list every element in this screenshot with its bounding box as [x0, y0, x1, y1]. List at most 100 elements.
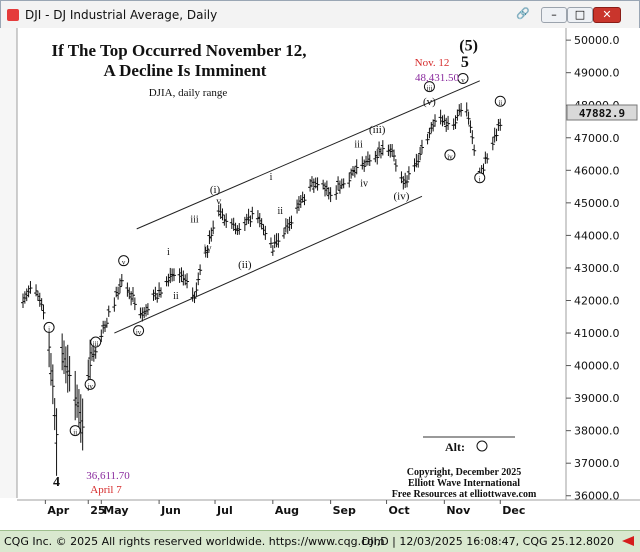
price-bar: [28, 281, 33, 294]
close-button[interactable]: ✕: [593, 7, 621, 23]
price-bar: [88, 339, 93, 387]
link-icon: 🔗: [516, 7, 530, 20]
channel-line-upper: [136, 80, 480, 230]
price-bars: [21, 102, 503, 476]
wave-label: (5): [459, 38, 478, 55]
price-bar: [498, 118, 503, 131]
price-bar: [80, 398, 85, 451]
low-value-label: 36,611.70: [86, 470, 130, 482]
link-button[interactable]: 🔗: [512, 7, 534, 23]
price-bar: [446, 115, 451, 130]
price-bar: [158, 287, 163, 298]
price-bar: [419, 139, 424, 154]
price-bar: [470, 130, 475, 145]
price-bar: [41, 304, 46, 320]
price-bar: [425, 133, 430, 145]
price-bar: [259, 218, 264, 230]
copyright-status: CQG Inc. © 2025 All rights reserved worl…: [4, 535, 385, 548]
close-icon: ✕: [602, 8, 612, 21]
price-bar: [67, 356, 72, 392]
y-tick-label: 43000.0: [574, 262, 620, 275]
minimize-button[interactable]: –: [541, 7, 567, 23]
left-gutter: [0, 28, 17, 498]
price-bar: [367, 154, 372, 166]
wave-label: ii: [498, 99, 502, 107]
price-bar: [116, 286, 121, 300]
wave-label: iv: [204, 244, 212, 255]
wave-label: iii: [93, 340, 99, 348]
y-tick-label: 50000.0: [574, 34, 620, 47]
wave-label-circle: [423, 81, 435, 93]
chart-subtitle: DJIA, daily range: [149, 87, 228, 99]
wave-label: (iv): [394, 191, 410, 203]
price-bar: [347, 172, 352, 188]
wave-label: ii: [73, 429, 77, 437]
wave-label: v: [216, 196, 221, 207]
price-bar: [224, 213, 229, 228]
price-bar: [192, 292, 197, 304]
trend-channel: [114, 80, 480, 334]
price-bar: [99, 329, 104, 343]
wave-label: v: [122, 259, 126, 267]
price-bar: [250, 206, 255, 220]
price-bar: [270, 245, 275, 256]
copyright-line-1: Copyright, December 2025: [407, 467, 522, 478]
price-bar: [494, 128, 499, 142]
price-bar: [248, 215, 253, 227]
price-bar: [392, 149, 397, 162]
title-bar[interactable]: DJI - DJ Industrial Average, Daily 🔗 – □…: [1, 1, 639, 30]
chart-title-line-1: If The Top Occurred November 12,: [51, 41, 306, 60]
wave-label-circle: [444, 149, 456, 161]
price-bar: [112, 297, 117, 312]
price-bar: [466, 111, 471, 125]
price-bar: [39, 298, 44, 311]
maximize-button[interactable]: □: [567, 7, 593, 23]
arrow-left-icon[interactable]: [622, 536, 634, 546]
price-bar: [481, 163, 486, 176]
y-tick-label: 41000.0: [574, 327, 620, 340]
wave-label: (i): [210, 184, 221, 196]
price-bar: [119, 273, 124, 287]
wave-labels: 4(5)5iiiiiiivviviiiiiiivv(i)(ii)iiiiiiiv…: [43, 38, 506, 490]
y-tick-label: 37000.0: [574, 457, 620, 470]
price-bar: [416, 154, 421, 168]
wave-label: v: [461, 76, 465, 84]
wave-label: iii: [427, 85, 433, 93]
wave-label: (ii): [238, 259, 252, 271]
wave-label-circle: [474, 172, 486, 184]
maximize-icon: □: [574, 8, 586, 21]
wave-label-circle: [133, 325, 145, 337]
x-tick-label: Sep: [333, 504, 356, 517]
price-bar: [106, 305, 111, 317]
x-tick-label: Dec: [502, 504, 525, 517]
price-bar: [205, 245, 210, 258]
x-tick-label: Nov: [446, 504, 471, 517]
alt-wave-circle: [476, 440, 488, 452]
wave-label: 5: [461, 54, 469, 71]
price-bar: [468, 120, 473, 134]
price-bar: [268, 237, 273, 248]
price-bar: [393, 159, 398, 172]
price-bar: [490, 136, 495, 151]
price-bar: [375, 149, 380, 165]
wave-label: iv: [136, 329, 142, 337]
wave-label: (v): [423, 96, 436, 108]
price-bar: [405, 175, 410, 188]
y-tick-label: 38000.0: [574, 425, 620, 438]
wave-label-circle: [494, 95, 506, 107]
price-bar: [185, 273, 190, 289]
chart-title-line-2: A Decline Is Imminent: [104, 61, 267, 80]
wave-label-circle: [43, 321, 55, 333]
price-bar: [104, 317, 109, 328]
price-bar: [54, 408, 59, 476]
wave-label-circle: [84, 378, 96, 390]
price-bar: [263, 225, 268, 240]
price-bar: [130, 287, 135, 302]
price-bar: [282, 227, 287, 239]
x-tick-label: Jul: [216, 504, 233, 517]
status-bar: CQG Inc. © 2025 All rights reserved worl…: [0, 530, 640, 552]
x-tick-label: 25: [90, 504, 105, 517]
symbol-timestamp: DJI,D | 12/03/2025 16:08:47, CQG 25.12.8…: [361, 535, 614, 548]
price-bar: [172, 268, 177, 282]
y-tick-label: 47000.0: [574, 132, 620, 145]
